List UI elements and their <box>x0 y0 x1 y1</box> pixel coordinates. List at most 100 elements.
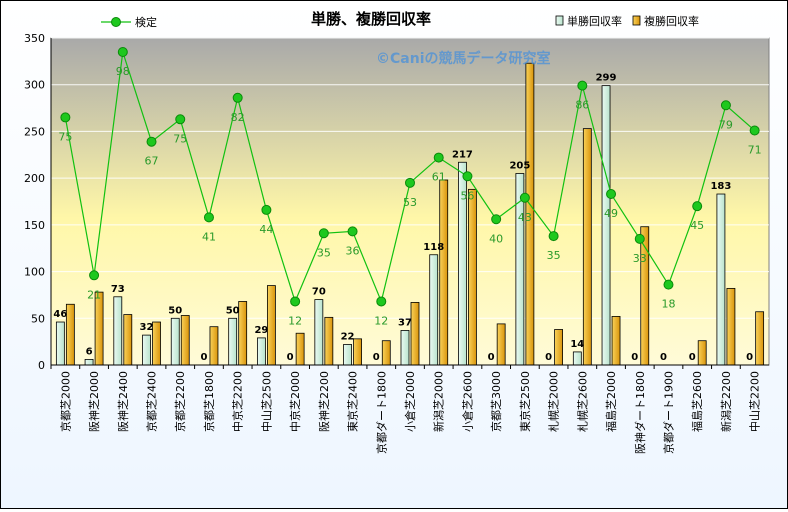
x-tick-label: 福島芝2600 <box>690 371 704 432</box>
data-label-tansho: 118 <box>423 242 444 253</box>
bar-fukusho <box>152 321 161 366</box>
data-label-kentei: 82 <box>231 111 245 124</box>
data-label-kentei: 21 <box>87 288 101 301</box>
data-label-kentei: 40 <box>489 232 503 245</box>
x-tick-label: 阪神芝2200 <box>317 371 331 432</box>
point-kentei <box>720 100 731 111</box>
x-tick-label: 京都ダート1800 <box>374 371 388 454</box>
point-kentei <box>117 47 128 58</box>
plot-area <box>50 37 770 366</box>
data-label-kentei: 18 <box>661 298 675 311</box>
x-tick-label: 阪神芝2400 <box>116 371 130 432</box>
data-label-kentei: 49 <box>604 207 618 220</box>
data-label-kentei: 56 <box>460 189 474 202</box>
x-tick-label: 中京芝2200 <box>231 371 245 432</box>
point-kentei <box>347 226 358 237</box>
data-label-tansho: 0 <box>631 352 638 363</box>
bar-tansho <box>314 299 324 366</box>
point-kentei <box>290 296 301 307</box>
data-label-kentei: 35 <box>547 249 561 262</box>
point-kentei <box>749 125 760 136</box>
data-label-tansho: 217 <box>452 149 473 160</box>
x-tick-label: 東京芝2400 <box>346 371 360 432</box>
bar-tansho <box>256 337 266 366</box>
x-tick-label: 京都芝3000 <box>489 371 503 432</box>
data-label-tansho: 70 <box>312 287 326 298</box>
x-tick-label: 小倉芝2000 <box>403 371 417 432</box>
x-tick-label: 京都芝2400 <box>145 371 159 432</box>
y-tick-label: 100 <box>24 266 45 279</box>
point-kentei <box>606 189 617 200</box>
data-label-tansho: 0 <box>200 352 207 363</box>
bar-fukusho <box>410 302 420 366</box>
y-tick-label: 50 <box>31 312 45 325</box>
bar-tansho <box>113 296 123 366</box>
point-kentei <box>318 228 329 239</box>
data-label-tansho: 32 <box>140 322 154 333</box>
bar-fukusho <box>496 323 506 366</box>
point-kentei <box>60 112 71 123</box>
bar-fukusho <box>439 179 449 366</box>
bar-tansho <box>400 330 410 366</box>
data-label-tansho: 183 <box>710 181 731 192</box>
data-label-kentei: 53 <box>403 196 417 209</box>
chart-title: 単勝、複勝回収率 <box>311 10 431 28</box>
x-tick-label: 京都芝2200 <box>173 371 187 432</box>
x-tick-label: 札幌芝2000 <box>547 371 561 432</box>
data-label-kentei: 43 <box>518 211 532 224</box>
bar-tansho <box>429 254 439 366</box>
data-label-tansho: 73 <box>111 284 125 295</box>
data-label-kentei: 71 <box>748 143 762 156</box>
bar-tansho <box>228 317 238 366</box>
point-kentei <box>634 233 645 244</box>
legend-label-kentei: 検定 <box>135 15 157 29</box>
data-label-tansho: 37 <box>398 317 412 328</box>
data-label-tansho: 0 <box>660 352 667 363</box>
bar-fukusho <box>468 188 477 366</box>
point-kentei <box>663 279 674 290</box>
bar-tansho <box>601 85 611 366</box>
point-kentei <box>203 212 214 223</box>
bar-fukusho <box>353 338 362 366</box>
y-tick-label: 0 <box>38 359 45 372</box>
bar-tansho <box>716 193 726 366</box>
x-tick-label: 中山芝2200 <box>749 371 762 432</box>
x-tick-label: 福島芝2000 <box>604 371 618 432</box>
bar-tansho <box>572 351 582 366</box>
point-kentei <box>175 114 186 125</box>
bar-fukusho <box>295 332 305 366</box>
data-label-kentei: 35 <box>317 246 331 259</box>
bar-tansho <box>55 321 65 366</box>
point-kentei <box>261 204 272 215</box>
x-tick-label: 中京芝2000 <box>288 371 302 432</box>
bar-fukusho <box>726 287 736 366</box>
data-label-tansho: 0 <box>488 352 495 363</box>
y-tick-label: 150 <box>24 219 45 232</box>
point-kentei <box>491 214 502 225</box>
bar-fukusho <box>554 329 563 366</box>
data-label-kentei: 79 <box>719 118 733 131</box>
legend-label-tansho: 単勝回収率 <box>567 14 622 28</box>
x-tick-label: 新潟芝2200 <box>719 371 733 432</box>
point-kentei <box>548 231 559 242</box>
bar-tansho <box>84 358 94 366</box>
point-kentei <box>376 296 387 307</box>
bar-fukusho <box>266 285 276 366</box>
x-tick-label: 京都ダート1900 <box>661 371 675 454</box>
bar-fukusho <box>94 291 104 366</box>
data-label-kentei: 45 <box>690 219 704 232</box>
data-label-kentei: 12 <box>288 314 302 327</box>
x-tick-label: 中山芝2500 <box>260 371 273 432</box>
data-label-tansho: 299 <box>596 73 617 84</box>
data-label-tansho: 205 <box>509 160 530 171</box>
point-kentei <box>462 171 473 182</box>
y-tick-label: 250 <box>24 125 45 138</box>
bar-fukusho <box>582 128 592 366</box>
point-kentei <box>89 270 100 281</box>
point-kentei <box>577 80 588 91</box>
x-tick-label: 新潟芝2000 <box>432 371 446 432</box>
bar-fukusho <box>611 316 621 366</box>
data-label-kentei: 12 <box>374 314 388 327</box>
data-label-tansho: 6 <box>86 346 93 357</box>
data-label-tansho: 0 <box>287 352 294 363</box>
